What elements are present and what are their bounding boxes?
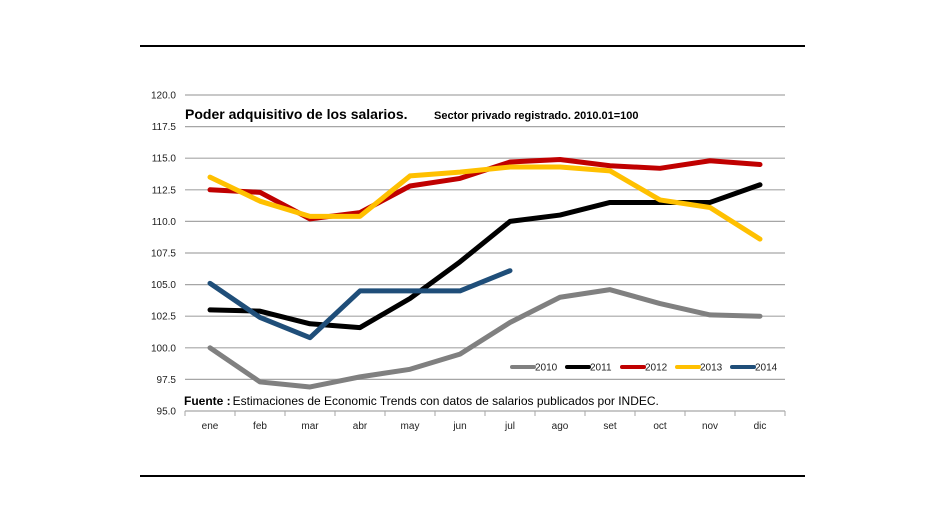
chart-title: Poder adquisitivo de los salarios. <box>185 106 408 122</box>
x-tick-label: dic <box>754 421 767 432</box>
x-tick-label: jun <box>452 421 466 432</box>
series-lines <box>207 156 763 390</box>
series-line-2013 <box>207 164 763 242</box>
y-tick-label: 102.5 <box>151 312 176 323</box>
source-text: Estimaciones de Economic Trends con dato… <box>233 394 659 408</box>
y-tick-label: 97.5 <box>157 375 177 386</box>
x-tick-label: jul <box>504 421 515 432</box>
x-tick-label: ago <box>552 421 569 432</box>
x-tick-label: ene <box>202 421 219 432</box>
y-tick-label: 105.0 <box>151 280 176 291</box>
legend: 2010 2011 2012 2013 2014 <box>510 363 778 374</box>
legend-label-2012: 2012 <box>645 363 668 374</box>
series-line-2010 <box>207 287 763 390</box>
x-tick-label: nov <box>702 421 718 432</box>
series-line-2014 <box>207 268 513 341</box>
x-tick-label: may <box>401 421 420 432</box>
legend-label-2014: 2014 <box>755 363 778 374</box>
y-tick-label: 115.0 <box>152 154 177 165</box>
legend-label-2010: 2010 <box>535 363 558 374</box>
top-rule <box>140 45 805 47</box>
chart-subtitle: Sector privado registrado. 2010.01=100 <box>434 110 639 122</box>
y-tick-label: 107.5 <box>151 249 176 260</box>
x-axis: ene feb mar abr may jun jul ago set oct nov dic <box>184 411 786 432</box>
source-note: Fuente : Estimaciones de Economic Trends … <box>184 394 659 408</box>
legend-label-2013: 2013 <box>700 363 723 374</box>
y-tick-label: 100.0 <box>151 343 176 354</box>
x-tick-label: mar <box>301 421 319 432</box>
x-tick-label: abr <box>353 421 368 432</box>
y-tick-label: 110.0 <box>152 217 177 228</box>
source-label: Fuente : <box>184 394 231 408</box>
x-tick-label: oct <box>653 421 667 432</box>
x-tick-label: set <box>603 421 617 432</box>
bottom-rule <box>140 475 805 477</box>
legend-label-2011: 2011 <box>590 363 612 374</box>
y-tick-label: 117.5 <box>152 122 177 133</box>
gridlines <box>185 94 785 412</box>
y-axis: 95.0 97.5 100.0 102.5 105.0 107.5 110.0 112.5 11… <box>151 91 176 418</box>
y-tick-label: 95.0 <box>157 407 177 418</box>
y-tick-label: 112.5 <box>152 185 177 196</box>
x-tick-label: feb <box>253 421 267 432</box>
y-tick-label: 120.0 <box>151 91 176 102</box>
